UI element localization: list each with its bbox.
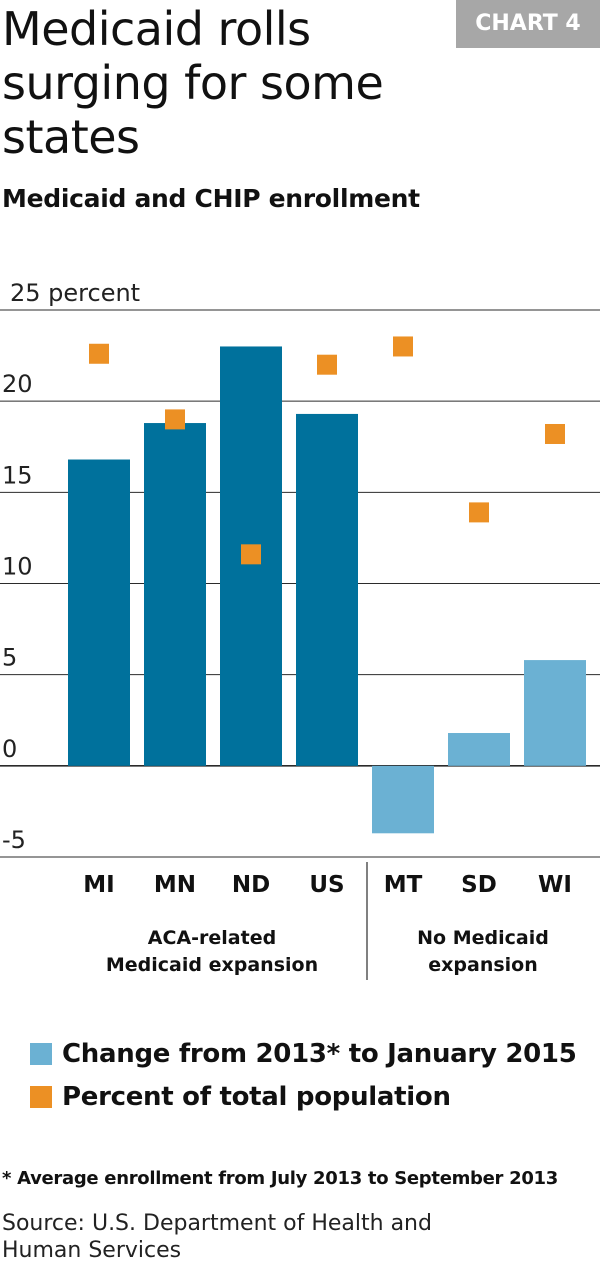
bar-wi xyxy=(524,660,586,766)
legend-item-change: Change from 2013* to January 2015 xyxy=(30,1034,577,1074)
source-note: Source: U.S. Department of Health and Hu… xyxy=(2,1211,432,1263)
group-label-no-expansion-line2: expansion xyxy=(428,954,538,976)
category-label-sd: SD xyxy=(461,872,497,898)
y-tick-label: 20 xyxy=(2,370,33,398)
bars xyxy=(68,346,586,834)
y-tick-label: 0 xyxy=(2,735,17,763)
marker-wi xyxy=(545,423,565,444)
y-tick-label: 15 xyxy=(2,461,33,489)
legend-swatch-bar xyxy=(30,1043,52,1065)
chart-number-badge: CHART 4 xyxy=(456,0,600,48)
bar-chart: 25 percent 20 15 10 5 0 -5 MI MN ND US MT SD WI xyxy=(0,279,600,980)
marker-sd xyxy=(469,502,489,523)
bar-mi xyxy=(68,459,130,766)
category-label-us: US xyxy=(309,872,344,898)
category-label-mi: MI xyxy=(83,872,114,898)
category-label-nd: ND xyxy=(232,872,270,898)
chart-subtitle: Medicaid and CHIP enrollment xyxy=(2,184,420,213)
group-label-expansion: ACA-related Medicaid expansion xyxy=(100,925,324,979)
legend-item-population: Percent of total population xyxy=(30,1077,451,1117)
category-labels: MI MN ND US MT SD WI xyxy=(83,872,572,898)
legend-label-change: Change from 2013* to January 2015 xyxy=(62,1039,577,1069)
group-label-expansion-line2: Medicaid expansion xyxy=(105,954,319,976)
category-label-mn: MN xyxy=(154,872,196,898)
y-tick-label: 10 xyxy=(2,553,33,581)
y-tick-label: -5 xyxy=(2,826,26,854)
legend-swatch-marker xyxy=(30,1086,52,1108)
bar-mt xyxy=(372,765,434,834)
marker-nd xyxy=(241,544,261,565)
marker-mn xyxy=(165,409,185,430)
group-label-expansion-line1: ACA-related xyxy=(147,927,277,949)
marker-mt xyxy=(393,336,413,357)
marker-mi xyxy=(89,343,109,364)
y-tick-label: 25 percent xyxy=(10,279,140,307)
group-label-no-expansion-line1: No Medicaid xyxy=(417,927,549,949)
legend-label-population: Percent of total population xyxy=(62,1082,451,1112)
y-axis-ticks: 25 percent 20 15 10 5 0 -5 xyxy=(2,279,140,854)
footnote: * Average enrollment from July 2013 to S… xyxy=(2,1168,558,1189)
bar-us xyxy=(296,413,358,766)
bar-mn xyxy=(144,423,206,766)
group-label-no-expansion: No Medicaid expansion xyxy=(390,925,576,979)
category-label-wi: WI xyxy=(538,872,572,898)
chart-title: Medicaid rolls surging for some states xyxy=(2,2,384,164)
category-label-mt: MT xyxy=(384,872,423,898)
markers xyxy=(89,336,565,565)
bar-sd xyxy=(448,733,510,766)
marker-us xyxy=(317,354,337,375)
y-tick-label: 5 xyxy=(2,644,17,672)
